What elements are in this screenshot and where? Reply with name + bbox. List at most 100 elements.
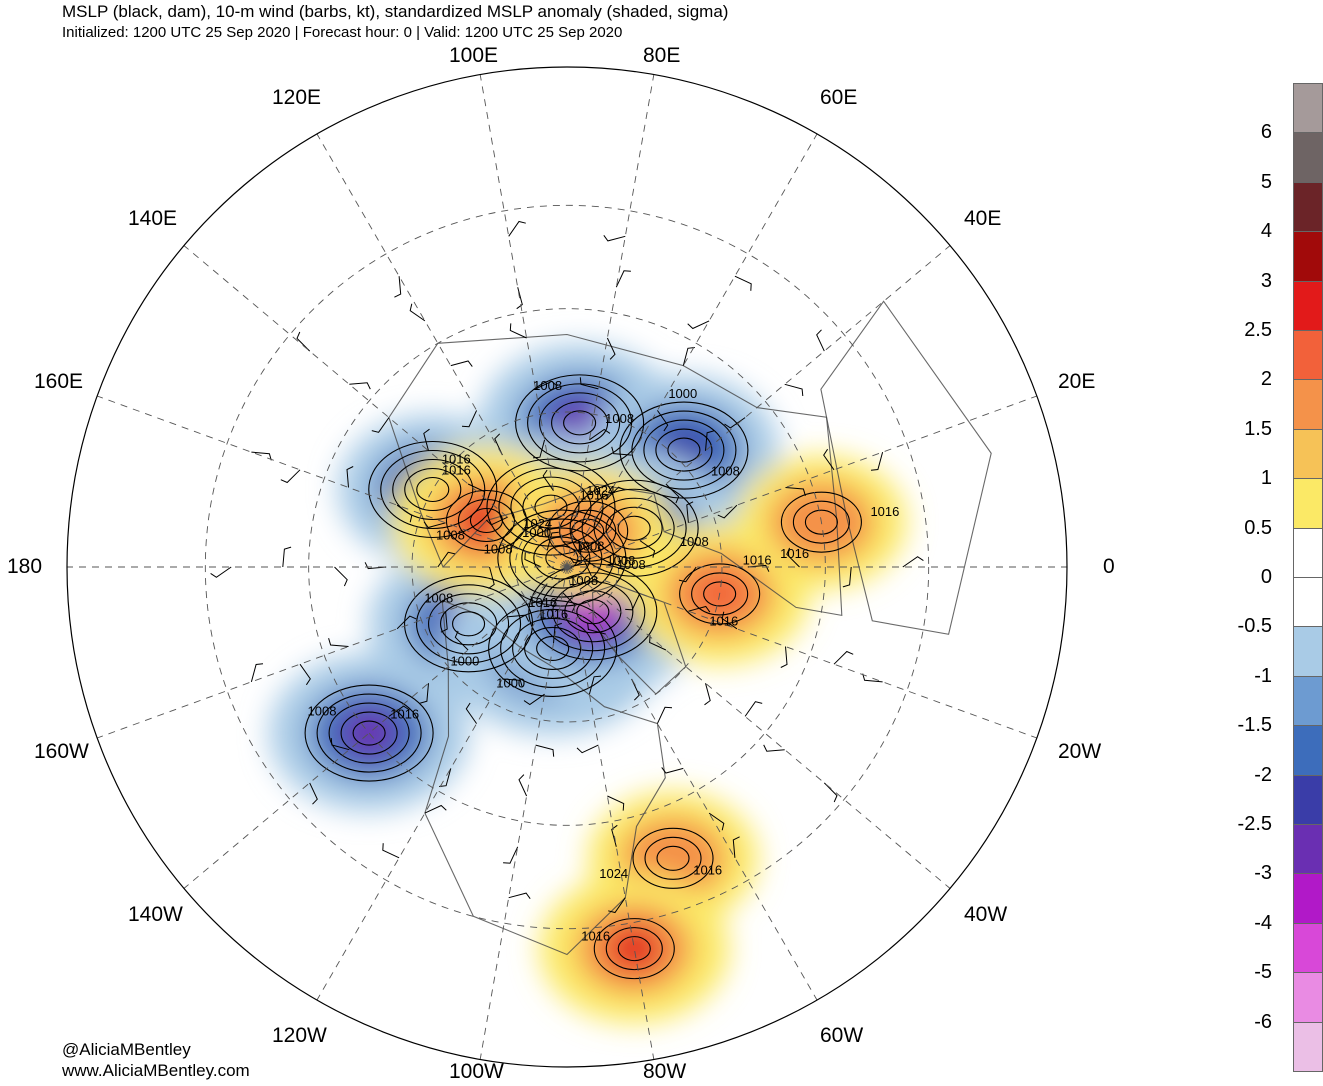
meridian-40 — [566, 245, 951, 568]
colorbar-swatch-18 — [1293, 972, 1323, 1023]
isobar-0-2 — [551, 401, 609, 445]
isobar-9-5 — [304, 684, 434, 782]
isobar-3-5 — [486, 458, 616, 556]
isobar-label-14: 1024 — [599, 866, 628, 881]
wind-barb-98 — [485, 516, 508, 526]
isobar-2-5 — [368, 440, 498, 539]
wind-barb-85 — [589, 428, 611, 441]
wind-barb-45 — [786, 547, 800, 568]
wind-barb-26 — [833, 650, 854, 665]
colorbar-swatch-4 — [1293, 280, 1323, 331]
meridian--80 — [566, 566, 655, 1060]
land-outline-0 — [424, 599, 666, 956]
longitude-label-1: 80E — [643, 44, 681, 67]
colorbar-label-10: -0.5 — [1237, 615, 1272, 638]
isobar-3-4 — [498, 467, 604, 547]
colorbar-label-2: 4 — [1260, 220, 1272, 243]
isobar-0-1 — [563, 410, 597, 436]
isobar-labels: 1008 1008 1008 1000 1008 1008 1008 1016 1008 1016… — [308, 378, 900, 944]
colorbar-swatch-11 — [1293, 626, 1323, 677]
wind-barb-33 — [409, 303, 426, 322]
isobar-label-11: 1008 — [617, 557, 646, 572]
isobar-1-3 — [643, 419, 725, 481]
wind-barb-100 — [529, 583, 548, 599]
wind-barb-65 — [705, 430, 714, 451]
wind-barb-83 — [665, 483, 680, 504]
colorbar-label-16: -4 — [1254, 911, 1272, 934]
wind-barb-70 — [423, 428, 430, 451]
wind-barb-3 — [382, 843, 400, 859]
isobar-label-28: 1016 — [743, 553, 772, 568]
colorbar-swatch-3 — [1293, 231, 1323, 282]
wind-barb-36 — [334, 566, 348, 587]
isobar-label-6: 1008 — [424, 590, 453, 605]
isobar-9-3 — [328, 702, 410, 764]
wind-barb-31 — [615, 270, 631, 288]
isobar-label-3: 1000 — [522, 525, 551, 540]
wind-barb-101 — [562, 592, 576, 612]
wind-barb-11 — [816, 329, 825, 352]
wind-barb-19 — [299, 663, 311, 686]
wind-barb-37 — [328, 638, 349, 647]
wind-barb-27 — [842, 566, 852, 588]
isobar-contours — [304, 374, 862, 980]
wind-barb-13 — [603, 235, 626, 242]
isobar-15-1 — [617, 936, 651, 962]
isobar-13-1 — [804, 509, 838, 535]
wind-barb-91 — [507, 614, 530, 622]
wind-barb-21 — [424, 804, 447, 814]
credit-website: www.AliciaMBentley.com — [62, 1061, 250, 1080]
longitude-label-2: 120E — [272, 86, 322, 109]
isobar-label-1: 1008 — [711, 463, 740, 478]
colorbar-swatch-7 — [1293, 428, 1323, 480]
colorbar-label-9: 0 — [1260, 566, 1272, 588]
colorbar-swatch-14 — [1293, 774, 1323, 825]
wind-barb-28 — [823, 448, 835, 471]
isobar-label-20: 1008 — [680, 534, 709, 549]
colorbar-label-11: -1 — [1254, 664, 1272, 687]
wind-barb-60 — [656, 706, 673, 724]
meridian--160 — [96, 566, 568, 739]
isobar-6-1 — [452, 611, 486, 637]
isobar-15-3 — [593, 918, 675, 980]
colorbar-label-3: 3 — [1260, 269, 1272, 292]
meridian-20 — [566, 395, 1038, 568]
isobar-label-4: 1008 — [576, 539, 605, 554]
wind-barb-63 — [747, 564, 770, 572]
isobar-9-4 — [316, 693, 422, 773]
wind-barb-41 — [607, 795, 625, 811]
wind-barb-6 — [732, 836, 740, 858]
longitude-label-11: 20W — [1058, 740, 1102, 763]
isobar-13-3 — [780, 491, 862, 553]
isobar-label-18: 1016 — [442, 452, 471, 467]
colorbar-swatch-0 — [1293, 83, 1323, 134]
wind-barb-12 — [734, 275, 752, 291]
colorbar-label-5: 2 — [1260, 368, 1272, 391]
wind-barb-30 — [687, 320, 710, 330]
isobar-7-3 — [512, 617, 594, 679]
wind-barb-75 — [502, 678, 523, 688]
isobar-9-1 — [352, 720, 386, 746]
wind-barb-10 — [870, 451, 884, 471]
wind-barb-53 — [346, 466, 354, 488]
colorbar-swatch-15 — [1293, 824, 1323, 875]
wind-barb-90 — [488, 566, 495, 589]
meridian-100 — [479, 74, 568, 568]
wind-barb-20 — [330, 737, 350, 751]
wind-barb-92 — [553, 622, 562, 644]
isobar-12-1 — [703, 581, 737, 607]
isobar-label-29: 1016 — [870, 504, 899, 519]
longitude-label-17: 80W — [643, 1060, 687, 1083]
wind-barb-76 — [523, 693, 545, 706]
meridian--140 — [183, 566, 568, 889]
isobar-label-7: 1016 — [528, 595, 557, 610]
wind-barb-55 — [396, 615, 417, 630]
colorbar-label-8: 0.5 — [1244, 516, 1272, 539]
colorbar-swatch-12 — [1293, 675, 1323, 727]
wind-barb-78 — [631, 678, 640, 701]
isobar-label-25: 1008 — [308, 703, 337, 718]
wind-barb-14 — [508, 220, 526, 237]
isobar-6-5 — [404, 575, 534, 673]
isobar-label-0: 1008 — [605, 411, 634, 426]
